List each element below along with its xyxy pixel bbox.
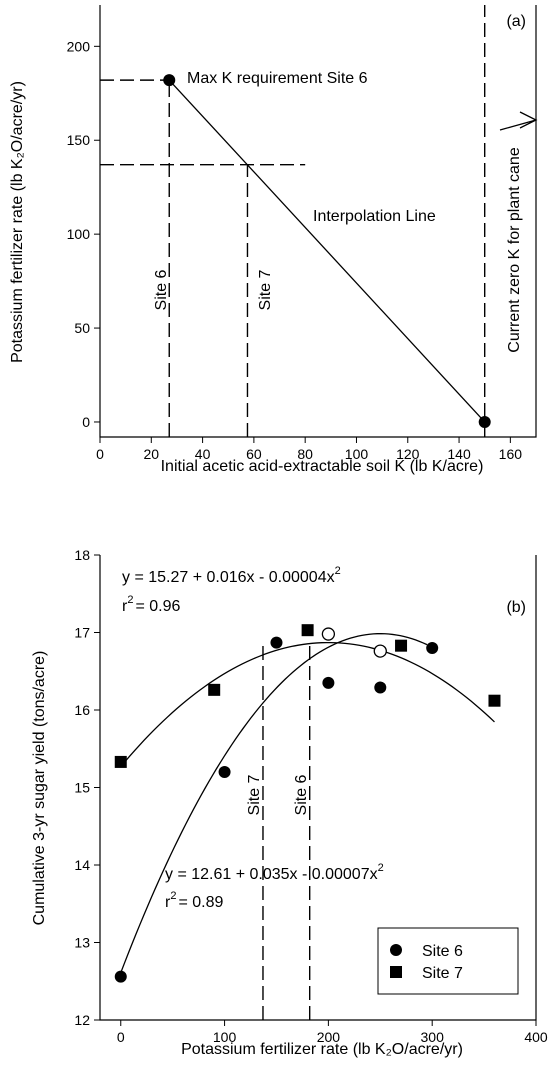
panel-a-plot-frame [99, 5, 537, 438]
panel-b-y-tick-label: 18 [74, 547, 90, 563]
panel-a-x-axis: 0 20 40 60 80 100 120 140 160 [96, 437, 522, 462]
site7-fit-curve [120, 641, 495, 767]
legend: Site 6 Site 7 [377, 927, 519, 995]
panel-b-x-tick-label: 200 [317, 1029, 341, 1045]
panel-a-x-tick-label: 100 [345, 446, 369, 462]
panel-a-point [478, 415, 491, 428]
panel-b-reference-lines [262, 640, 311, 1020]
panel-a-label: (a) [506, 13, 526, 30]
site6-point [322, 676, 335, 689]
panel-b-y-tick-label: 13 [74, 935, 90, 951]
legend-site6-label: Site 6 [422, 943, 463, 960]
panel-a-y-axis: 0 50 100 150 200 [67, 38, 100, 430]
max-k-annotation: Max K requirement Site 6 [187, 70, 368, 87]
legend-site7-label: Site 7 [422, 965, 463, 982]
legend-site6-marker [390, 944, 402, 956]
panel-b-x-tick-label: 100 [213, 1029, 237, 1045]
site7-point [114, 755, 127, 768]
panel-b-y-tick-label: 12 [74, 1012, 90, 1028]
site7-equation: y = 15.27 + 0.016x - 0.00004x2 [122, 565, 341, 586]
panel-a-x-tick-label: 160 [499, 446, 523, 462]
current-zero-k-arrow [499, 111, 538, 131]
panel-a-x-tick-label: 40 [195, 446, 211, 462]
site6-fit-curve [120, 633, 428, 973]
panel-a-point [163, 74, 176, 87]
site6-point [218, 766, 231, 778]
current-zero-k-label: Current zero K for plant cane [506, 147, 523, 353]
panel-a-x-tick-label: 20 [144, 446, 160, 462]
site7-vertical-label-a: Site 7 [257, 269, 274, 310]
site7-point [208, 683, 221, 696]
panel-b-y-tick-label: 15 [74, 780, 90, 796]
site7-point [488, 694, 501, 707]
interpolation-line-label: Interpolation Line [313, 208, 436, 225]
panel-a: 0 20 40 60 80 100 120 140 160 0 50 100 150 200 (a) M… [9, 5, 538, 475]
panel-a-y-tick-label: 100 [67, 226, 91, 242]
panel-a-x-tick-label: 0 [96, 446, 104, 462]
panel-b-x-tick-label: 0 [117, 1029, 125, 1045]
panel-b-x-axis-title: Potassium fertilizer rate (lb K₂O/acre/y… [181, 1041, 463, 1058]
panel-b-x-tick-label: 400 [524, 1029, 548, 1045]
site6-point [114, 970, 127, 983]
panel-b-label: (b) [506, 599, 526, 616]
panel-b-y-axis: 12 13 14 15 16 17 18 [74, 547, 100, 1028]
site6-optimum-point [373, 644, 387, 658]
site6-vertical-label-b: Site 6 [293, 774, 310, 815]
site7-optimum-point [321, 627, 336, 641]
site6-point [270, 636, 283, 649]
panel-a-x-tick-label: 140 [447, 446, 471, 462]
panel-a-y-tick-label: 50 [74, 320, 90, 336]
panel-b-x-axis: 0 100 200 300 400 [117, 1020, 548, 1045]
panel-b-fit-curves [120, 633, 495, 973]
site6-equation: y = 12.61 + 0.035x - 0.00007x2 [165, 862, 384, 883]
panel-b-y-tick-label: 17 [74, 625, 90, 641]
panel-b-data-points [114, 624, 501, 983]
panel-a-x-tick-label: 80 [297, 446, 313, 462]
site6-point [426, 642, 439, 654]
site6-vertical-label-a: Site 6 [153, 269, 170, 310]
panel-a-x-tick-label: 120 [396, 446, 420, 462]
site6-r-squared: r2 = 0.89 [165, 890, 223, 911]
legend-site7-marker [390, 966, 402, 978]
site7-point [395, 639, 408, 652]
site6-point [374, 681, 387, 694]
site7-r-squared: r2 = 0.96 [122, 594, 180, 615]
panel-b-y-tick-label: 14 [74, 857, 90, 873]
panel-a-x-axis-title: Initial acetic acid-extractable soil K (… [161, 458, 484, 475]
panel-a-x-tick-label: 60 [246, 446, 262, 462]
interpolation-line [168, 79, 486, 423]
site7-vertical-label-b: Site 7 [246, 774, 263, 815]
panel-b-y-tick-label: 16 [74, 702, 90, 718]
panel-a-y-tick-label: 200 [67, 38, 91, 54]
panel-a-interpolation [163, 74, 491, 428]
panel-b: 0 100 200 300 400 12 13 14 15 16 17 18 (b) y = 15.… [31, 547, 548, 1058]
panel-a-y-tick-label: 0 [82, 414, 90, 430]
panel-a-y-tick-label: 150 [67, 132, 91, 148]
panel-a-reference-lines [100, 5, 486, 437]
site7-point [301, 624, 314, 637]
legend-box [377, 927, 519, 995]
panel-a-y-axis-title: Potassium fertilizer rate (lb K₂O/acre/y… [9, 81, 26, 363]
panel-b-x-tick-label: 300 [421, 1029, 445, 1045]
panel-b-y-axis-title: Cumulative 3-yr sugar yield (tons/acre) [31, 651, 48, 926]
